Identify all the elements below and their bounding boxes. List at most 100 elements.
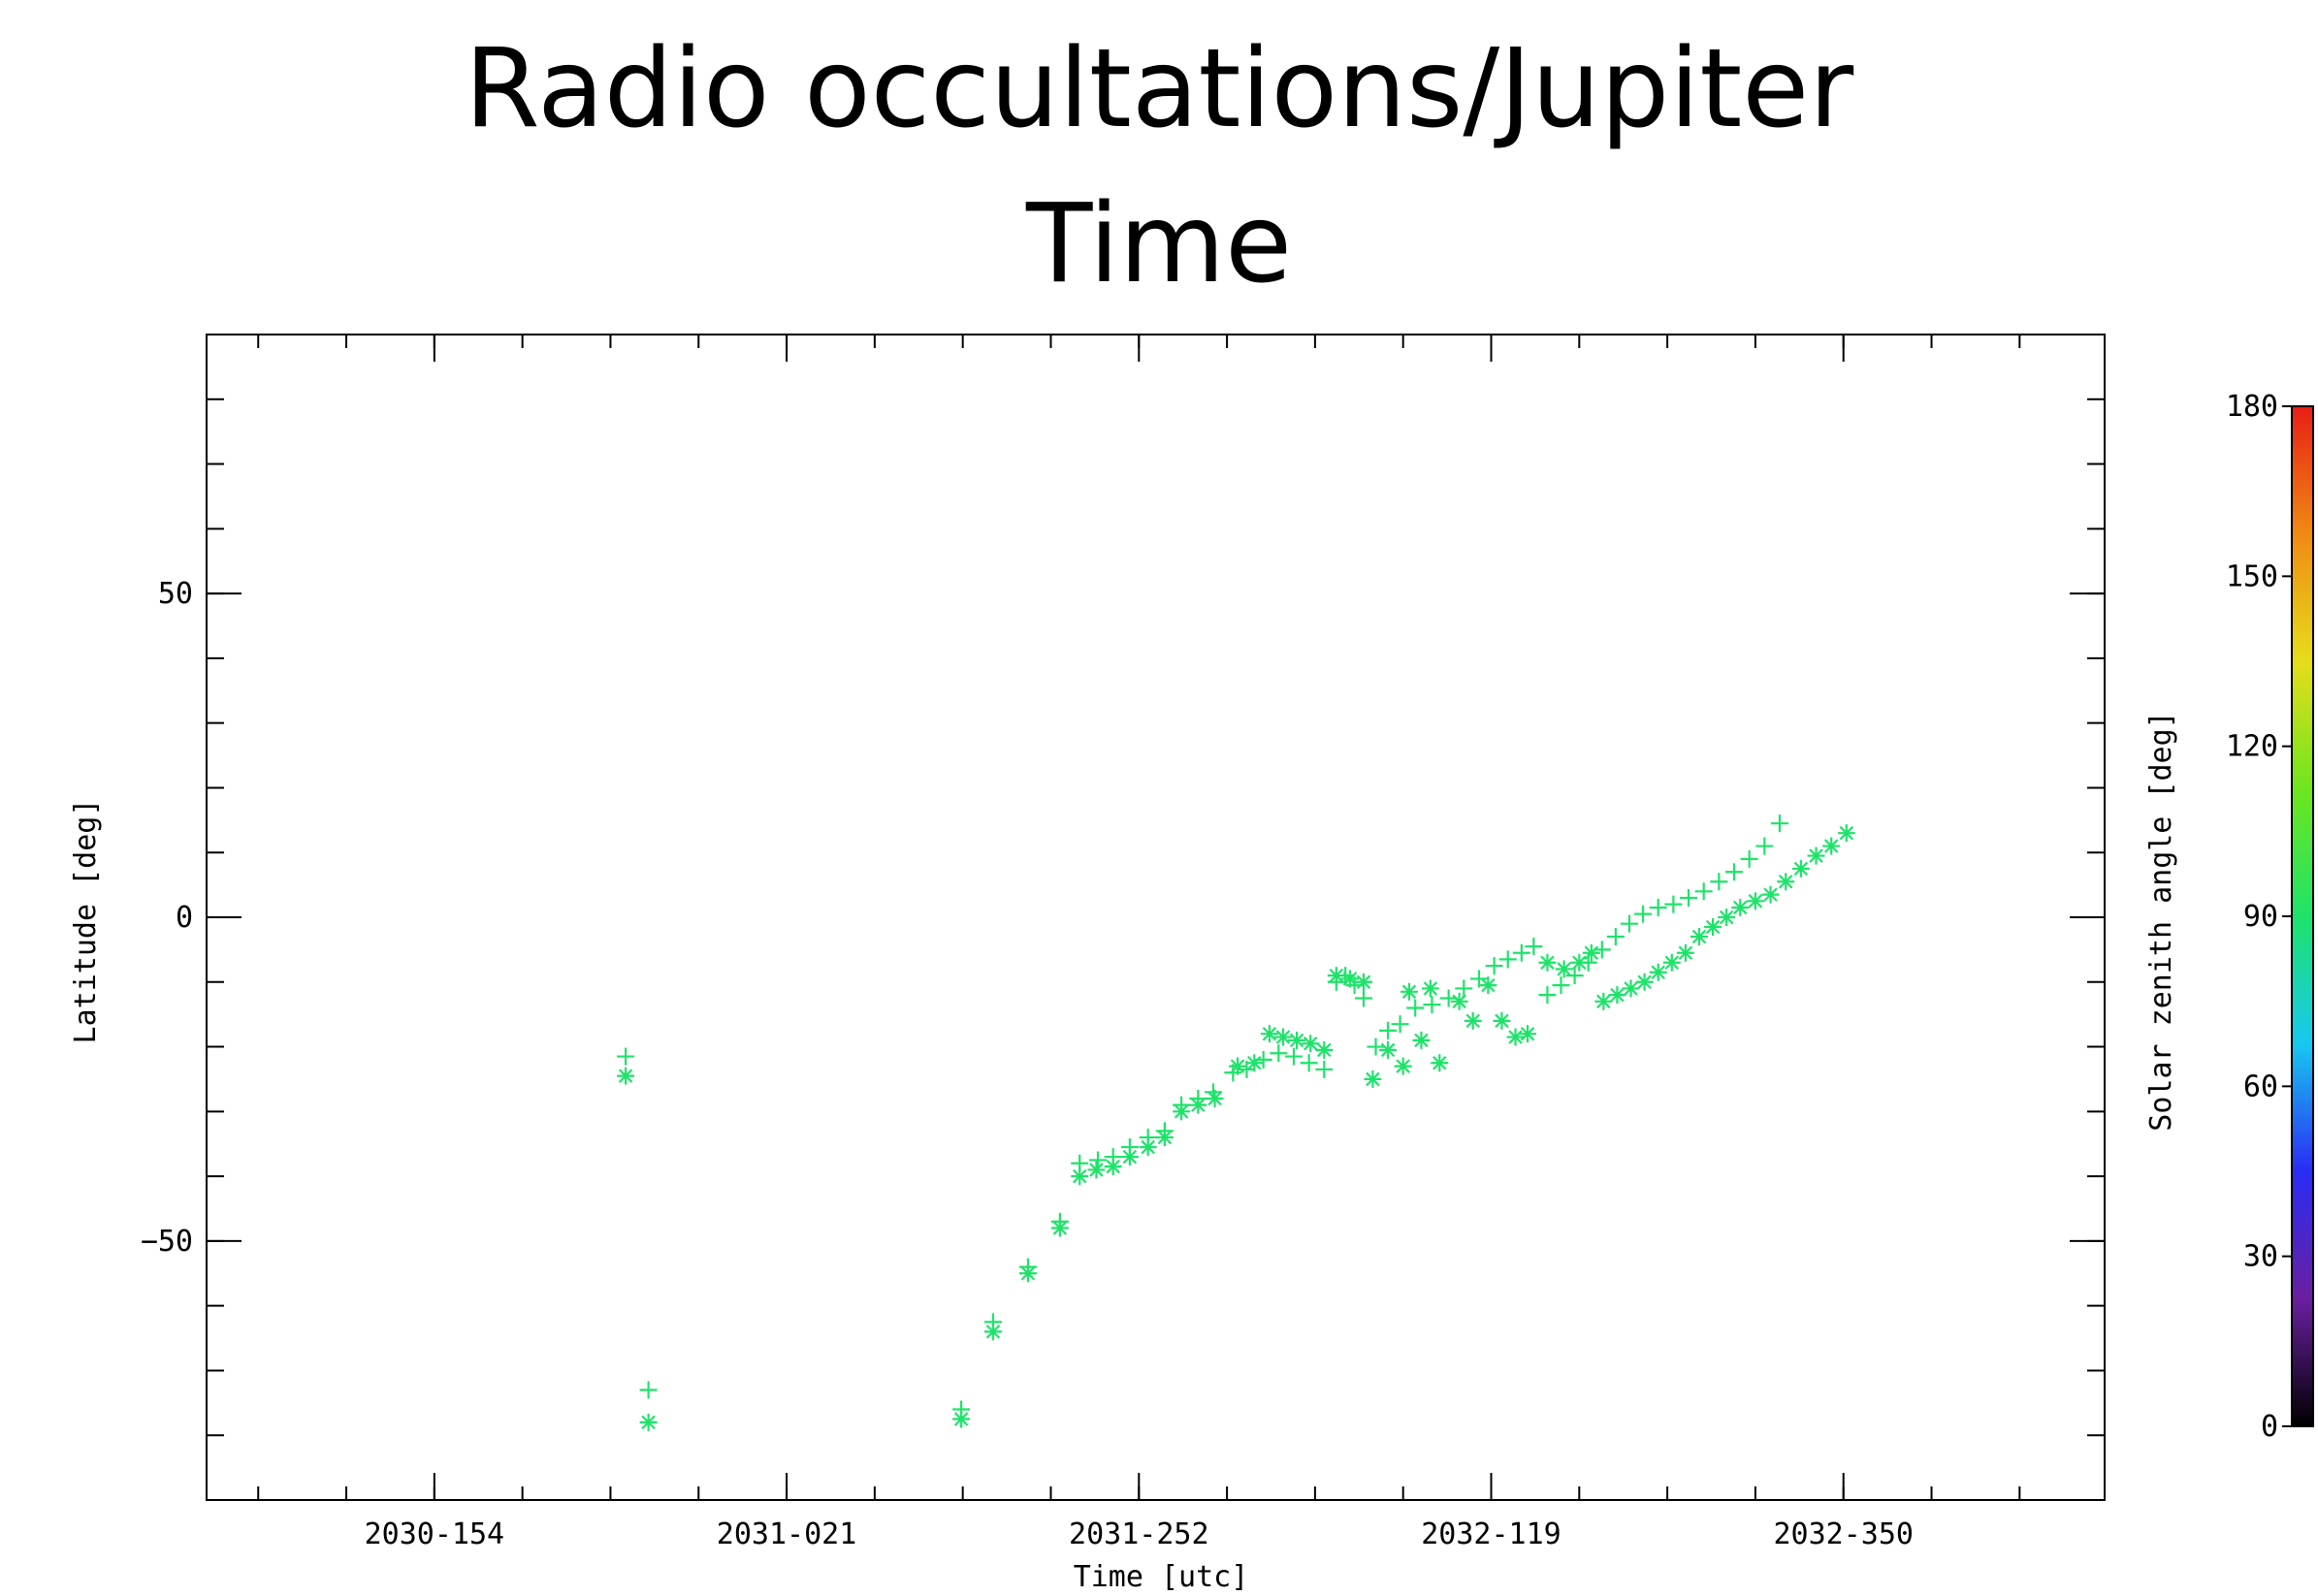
- data-point-asterisk: [1104, 1158, 1122, 1176]
- data-point-asterisk: [1837, 824, 1855, 843]
- data-point-asterisk: [1120, 1148, 1139, 1166]
- colorbar: [2291, 405, 2314, 1427]
- data-point-asterisk: [1412, 1031, 1431, 1049]
- data-point-plus: [1593, 941, 1611, 959]
- data-point-plus: [1538, 986, 1557, 1005]
- data-point-asterisk: [1087, 1161, 1106, 1179]
- x-tick-label: 2031-021: [717, 1517, 857, 1551]
- data-point-plus: [1300, 1054, 1318, 1072]
- data-point-plus: [1469, 970, 1488, 988]
- data-point-plus: [1525, 938, 1543, 956]
- data-point-asterisk: [1364, 1069, 1382, 1088]
- data-point-asterisk: [1538, 953, 1557, 972]
- data-point-asterisk: [1018, 1264, 1037, 1283]
- data-point-plus: [1423, 996, 1441, 1014]
- data-point-asterisk: [1288, 1031, 1306, 1049]
- data-point-asterisk: [1608, 986, 1626, 1005]
- x-axis-label: Time [utc]: [1074, 1560, 1249, 1594]
- data-point-asterisk: [1622, 979, 1640, 998]
- data-point-plus: [1740, 849, 1758, 868]
- data-point-plus: [1680, 888, 1698, 907]
- data-point-plus: [1391, 1015, 1409, 1034]
- data-point-asterisk: [1379, 1040, 1398, 1059]
- data-point-plus: [1634, 905, 1653, 923]
- data-point-asterisk: [1274, 1028, 1293, 1046]
- data-point-asterisk: [1555, 960, 1573, 978]
- data-point-plus: [1315, 1060, 1334, 1078]
- data-point-asterisk: [1340, 970, 1359, 988]
- data-point-asterisk: [1662, 953, 1681, 972]
- data-point-asterisk: [1421, 979, 1439, 998]
- y-tick-label: 0: [176, 901, 193, 935]
- data-point-asterisk: [1704, 918, 1722, 937]
- data-point-asterisk: [639, 1413, 658, 1431]
- data-point-plus: [1367, 1037, 1385, 1056]
- data-point-asterisk: [1302, 1035, 1320, 1053]
- data-point-asterisk: [1139, 1138, 1157, 1157]
- data-point-asterisk: [617, 1067, 635, 1085]
- data-point-asterisk: [1635, 973, 1654, 991]
- data-point-plus: [1089, 1151, 1108, 1169]
- x-tick-label: 2032-119: [1421, 1517, 1561, 1551]
- data-point-asterisk: [1245, 1054, 1264, 1072]
- data-point-asterisk: [1649, 963, 1667, 981]
- y-tick-label: −50: [141, 1225, 193, 1259]
- data-point-plus: [1284, 1047, 1303, 1066]
- colorbar-tick-label: 60: [2243, 1069, 2278, 1103]
- data-point-asterisk: [1791, 859, 1810, 878]
- data-point-asterisk: [1519, 1025, 1537, 1043]
- data-point-plus: [1710, 873, 1728, 891]
- data-point-plus: [1552, 976, 1570, 995]
- x-tick-label: 2031-252: [1069, 1517, 1209, 1551]
- data-point-plus: [1455, 979, 1473, 998]
- colorbar-tick-label: 120: [2226, 730, 2278, 764]
- data-point-plus: [1620, 914, 1638, 933]
- data-point-plus: [1354, 989, 1372, 1007]
- data-point-asterisk: [1493, 1011, 1511, 1030]
- data-point-asterisk: [1464, 1011, 1482, 1030]
- data-point-asterisk: [1155, 1129, 1174, 1147]
- data-point-asterisk: [1071, 1167, 1089, 1186]
- colorbar-label: Solar zenith angle [deg]: [2144, 711, 2178, 1131]
- colorbar-tick-label: 30: [2243, 1240, 2278, 1274]
- data-point-asterisk: [1206, 1089, 1224, 1107]
- data-point-asterisk: [1718, 909, 1736, 926]
- data-point-plus: [1512, 943, 1530, 962]
- data-point-asterisk: [1731, 898, 1750, 916]
- x-tick-label: 2032-350: [1773, 1517, 1914, 1551]
- slide-title: Radio occultations/Jupiter: [464, 26, 1854, 152]
- data-point-asterisk: [1807, 846, 1825, 865]
- slide-subtitle: Time: [1025, 181, 1293, 307]
- data-point-asterisk: [1777, 873, 1795, 891]
- data-point-plus: [1755, 837, 1774, 855]
- data-point-asterisk: [1582, 943, 1600, 962]
- colorbar-tick-label: 180: [2226, 390, 2278, 424]
- colorbar-tick-label: 90: [2243, 900, 2278, 934]
- data-point-asterisk: [1229, 1057, 1247, 1075]
- data-point-asterisk: [1570, 953, 1589, 972]
- data-point-asterisk: [1394, 1057, 1412, 1075]
- plot-frame: [206, 334, 2106, 1501]
- data-point-plus: [1439, 989, 1458, 1007]
- data-point-plus: [1498, 950, 1517, 969]
- data-point-asterisk: [1260, 1025, 1278, 1043]
- data-point-plus: [1270, 1044, 1288, 1063]
- data-point-plus: [639, 1381, 658, 1399]
- data-point-asterisk: [1822, 837, 1841, 855]
- data-point-plus: [1606, 928, 1625, 946]
- data-point-asterisk: [1479, 976, 1497, 995]
- data-point-asterisk: [983, 1323, 1002, 1341]
- data-point-asterisk: [1746, 892, 1764, 910]
- data-point-asterisk: [1431, 1054, 1449, 1072]
- data-point-plus: [1664, 895, 1683, 913]
- data-point-asterisk: [952, 1410, 971, 1428]
- data-point-asterisk: [1173, 1102, 1191, 1121]
- data-point-plus: [1724, 863, 1743, 881]
- data-point-asterisk: [1594, 992, 1613, 1010]
- data-point-asterisk: [1676, 943, 1694, 962]
- data-point-asterisk: [1690, 928, 1708, 946]
- data-point-asterisk: [1050, 1219, 1069, 1237]
- data-point-asterisk: [1327, 967, 1345, 985]
- data-point-plus: [1379, 1021, 1398, 1039]
